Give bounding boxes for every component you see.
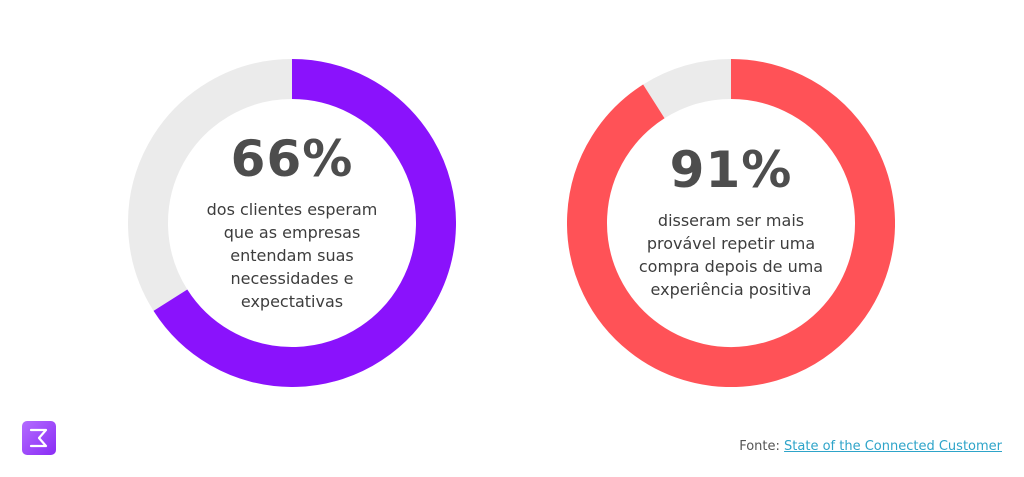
source-link[interactable]: State of the Connected Customer bbox=[784, 439, 1002, 454]
donut-value-label-right: 91% bbox=[669, 141, 793, 199]
donut-value-label-left: 66% bbox=[230, 129, 354, 188]
donut-description-right: disseram ser mais provável repetir uma c… bbox=[638, 211, 824, 299]
donut-value-arc-left bbox=[153, 59, 456, 387]
donut-value-arc-right bbox=[567, 59, 895, 387]
brand-logo-glyph bbox=[29, 428, 48, 448]
donut-chart-left: 66% dos clientes esperam que as empresas… bbox=[128, 59, 456, 387]
source-credit: Fonte: State of the Connected Customer bbox=[739, 439, 1002, 454]
source-prefix: Fonte: bbox=[739, 439, 780, 454]
donut-description-left: dos clientes esperam que as empresas ent… bbox=[206, 199, 378, 311]
donut-chart-right: 91% disseram ser mais provável repetir u… bbox=[567, 59, 895, 387]
donut-remainder-arc-left bbox=[128, 59, 293, 311]
brand-logo-icon bbox=[22, 421, 56, 455]
donut-remainder-arc-right bbox=[643, 59, 732, 119]
donut-svg-left bbox=[128, 59, 456, 387]
donut-svg-right bbox=[567, 59, 895, 387]
